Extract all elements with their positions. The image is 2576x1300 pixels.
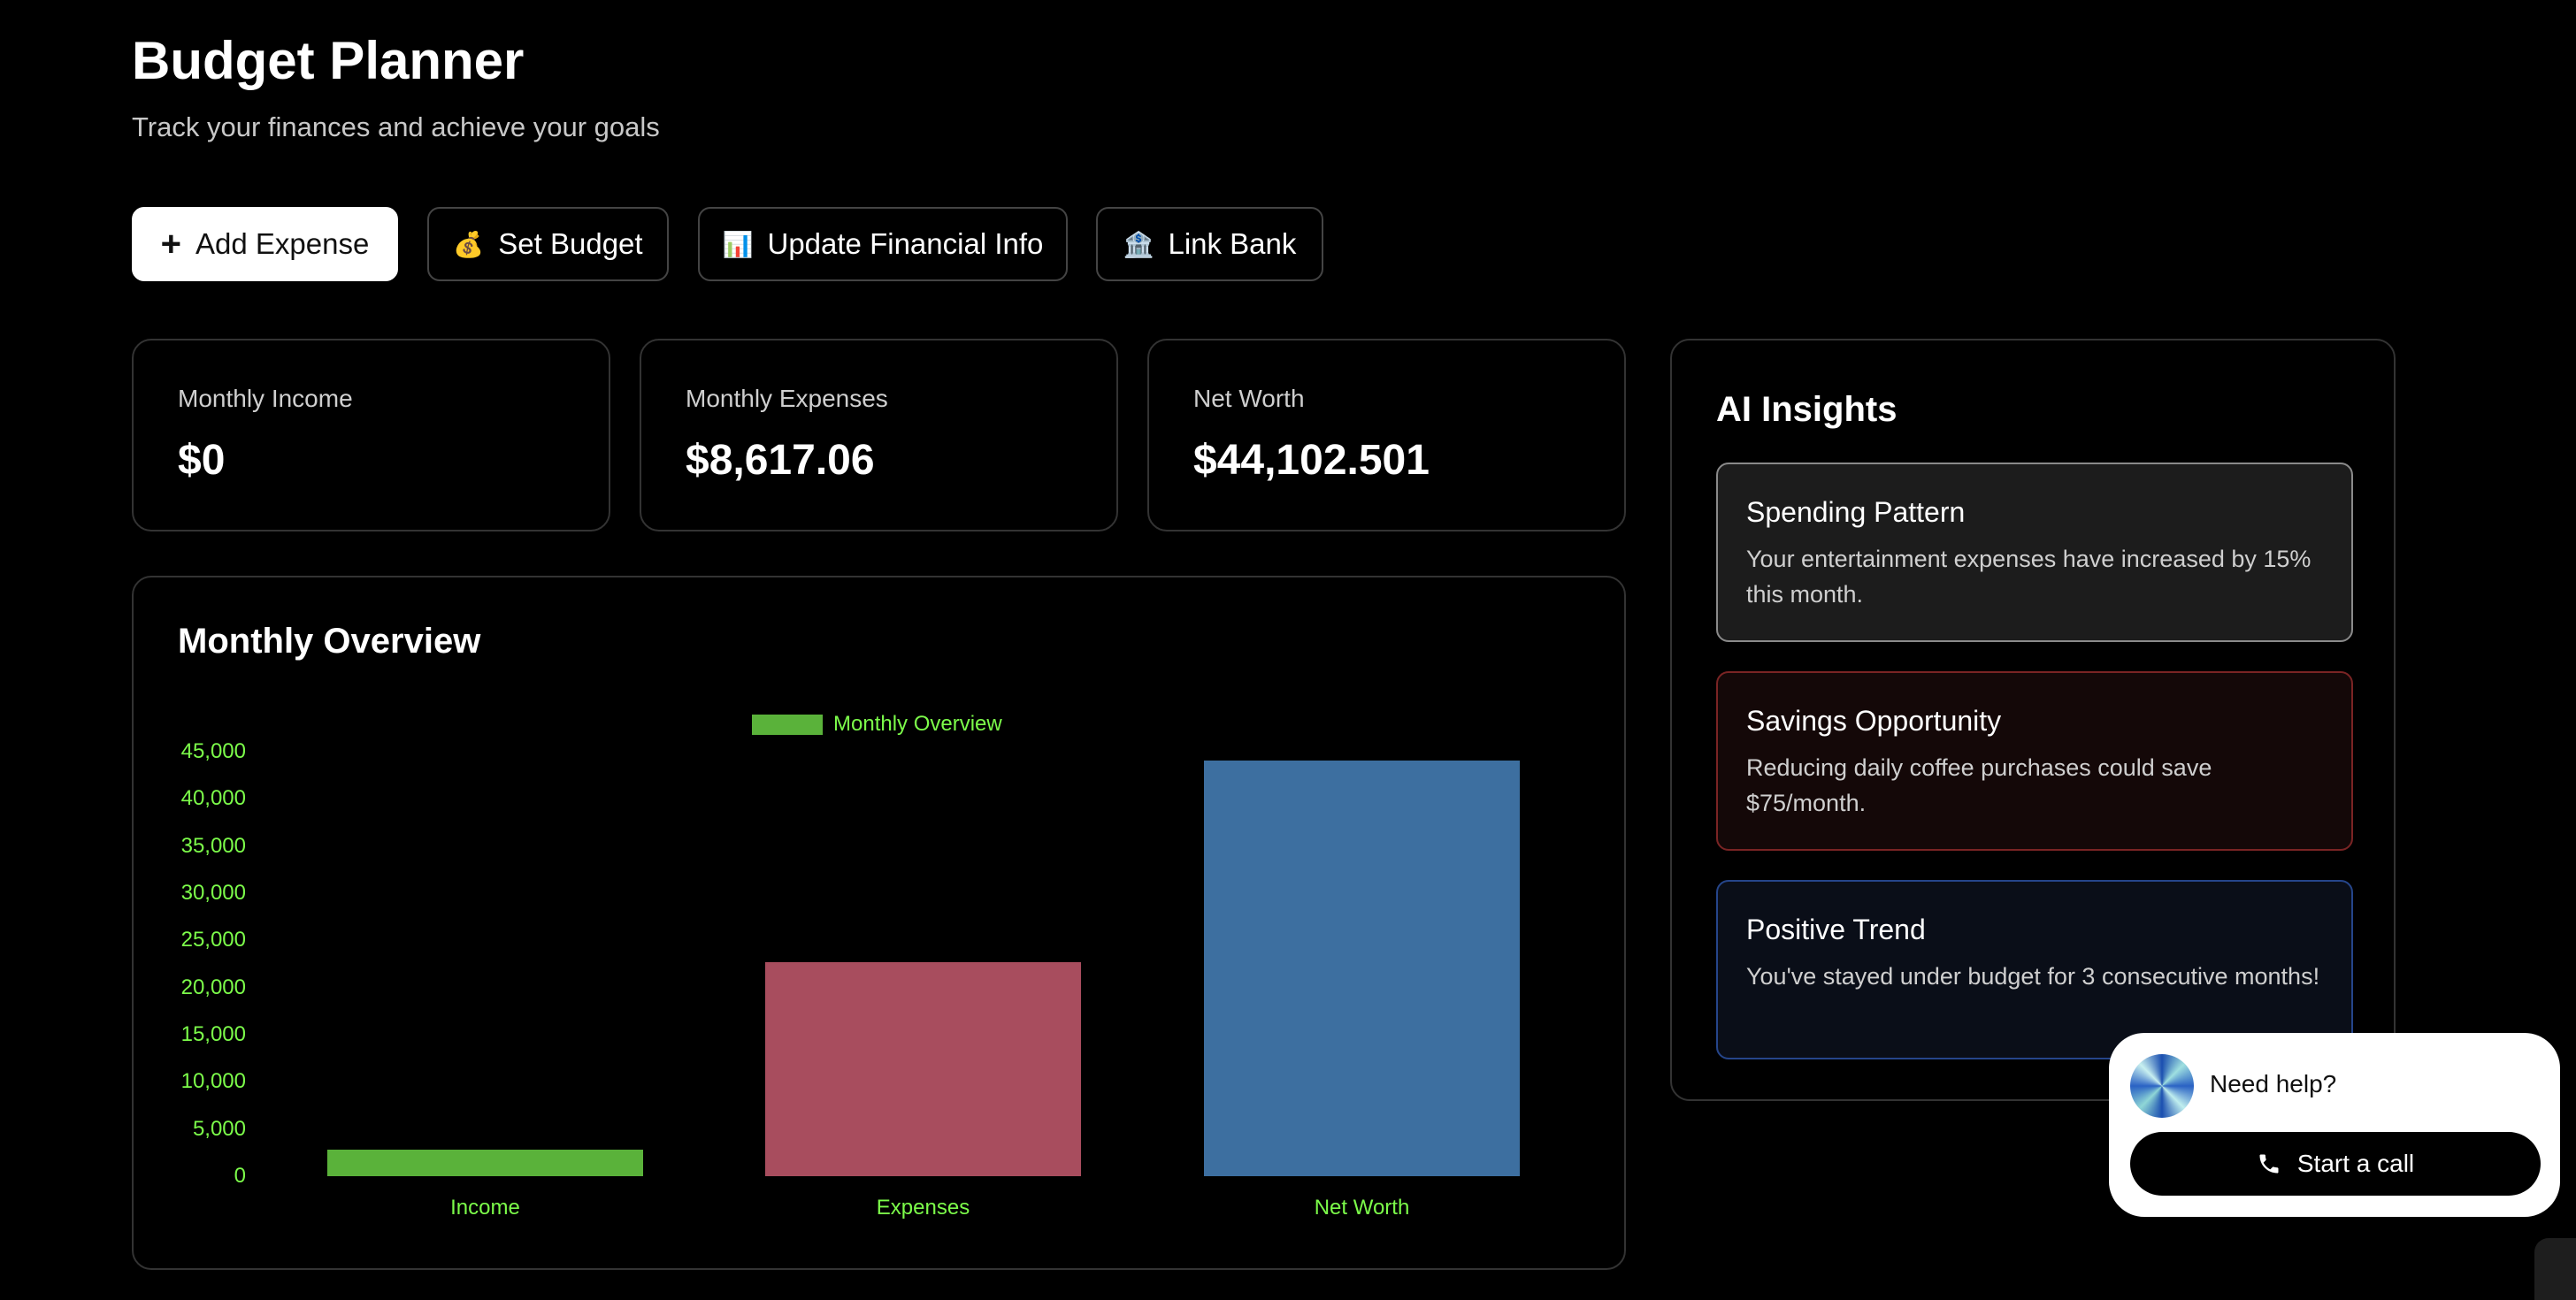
stat-value: $8,617.06 xyxy=(686,437,875,484)
y-tick-label: 35,000 xyxy=(180,833,246,858)
y-tick-label: 5,000 xyxy=(192,1116,246,1141)
stat-label: Monthly Income xyxy=(178,385,353,412)
insight-body: You've stayed under budget for 3 consecu… xyxy=(1746,963,2320,990)
plus-icon: + xyxy=(160,224,182,264)
card-title: AI Insights xyxy=(1716,390,1898,429)
y-tick-label: 10,000 xyxy=(180,1069,246,1094)
button-label: Update Financial Info xyxy=(767,227,1044,260)
help-widget: Need help? Start a call xyxy=(2109,1033,2560,1217)
y-tick-label: 20,000 xyxy=(180,975,246,999)
stat-card-income: Monthly Income $0 xyxy=(132,339,610,531)
button-label: Link Bank xyxy=(1168,227,1297,260)
button-label: Start a call xyxy=(2296,1150,2415,1177)
y-tick-label: 25,000 xyxy=(180,928,246,952)
ai-insights-card: AI Insights Spending Pattern Your entert… xyxy=(1670,339,2396,1101)
page-subtitle: Track your finances and achieve your goa… xyxy=(132,111,660,142)
stat-card-expenses: Monthly Expenses $8,617.06 xyxy=(640,339,1118,531)
bar-expenses xyxy=(765,961,1081,1176)
y-tick-label: 0 xyxy=(234,1164,246,1188)
insight-savings-opportunity: Savings Opportunity Reducing daily coffe… xyxy=(1716,671,2353,851)
add-expense-button[interactable]: + Add Expense xyxy=(132,207,398,281)
x-tick-label: Net Worth xyxy=(1314,1196,1410,1220)
stat-label: Net Worth xyxy=(1193,385,1305,412)
update-financial-info-button[interactable]: 📊 Update Financial Info xyxy=(698,207,1068,281)
bar-net-worth xyxy=(1204,760,1520,1176)
insight-body: Reducing daily coffee purchases could sa… xyxy=(1746,754,2212,816)
set-budget-button[interactable]: 💰 Set Budget xyxy=(427,207,669,281)
button-label: Set Budget xyxy=(498,227,643,260)
stat-value: $44,102.501 xyxy=(1193,437,1430,484)
legend-label: Monthly Overview xyxy=(833,712,1002,736)
help-prompt: Need help? xyxy=(2210,1070,2337,1097)
page-title: Budget Planner xyxy=(132,31,525,90)
insight-positive-trend: Positive Trend You've stayed under budge… xyxy=(1716,880,2353,1059)
insight-title: Savings Opportunity xyxy=(1746,705,2002,737)
insight-title: Spending Pattern xyxy=(1746,496,1966,528)
link-bank-button[interactable]: 🏦 Link Bank xyxy=(1096,207,1323,281)
money-bag-icon: 💰 xyxy=(453,230,485,258)
bar-chart-icon: 📊 xyxy=(722,230,754,258)
bank-icon: 🏦 xyxy=(1123,230,1154,258)
x-tick-label: Expenses xyxy=(876,1196,970,1220)
button-label: Add Expense xyxy=(196,227,370,260)
stat-card-net-worth: Net Worth $44,102.501 xyxy=(1147,339,1626,531)
phone-icon xyxy=(2259,1154,2279,1174)
x-tick-label: Income xyxy=(450,1196,520,1220)
insight-spending-pattern: Spending Pattern Your entertainment expe… xyxy=(1716,463,2353,642)
stat-label: Monthly Expenses xyxy=(686,385,888,412)
legend-swatch xyxy=(752,715,823,735)
bar-income xyxy=(327,1150,643,1176)
insight-title: Positive Trend xyxy=(1746,914,1926,945)
insight-body: Your entertainment expenses have increas… xyxy=(1746,546,2312,608)
start-call-button[interactable]: Start a call xyxy=(2130,1132,2541,1196)
stat-value: $0 xyxy=(178,437,226,484)
card-title: Monthly Overview xyxy=(178,622,481,661)
y-tick-label: 45,000 xyxy=(180,739,246,763)
y-tick-label: 40,000 xyxy=(180,786,246,811)
assistant-avatar-icon xyxy=(2130,1054,2194,1118)
corner-panel xyxy=(2534,1238,2576,1300)
y-tick-label: 30,000 xyxy=(180,881,246,905)
y-tick-label: 15,000 xyxy=(180,1022,246,1046)
